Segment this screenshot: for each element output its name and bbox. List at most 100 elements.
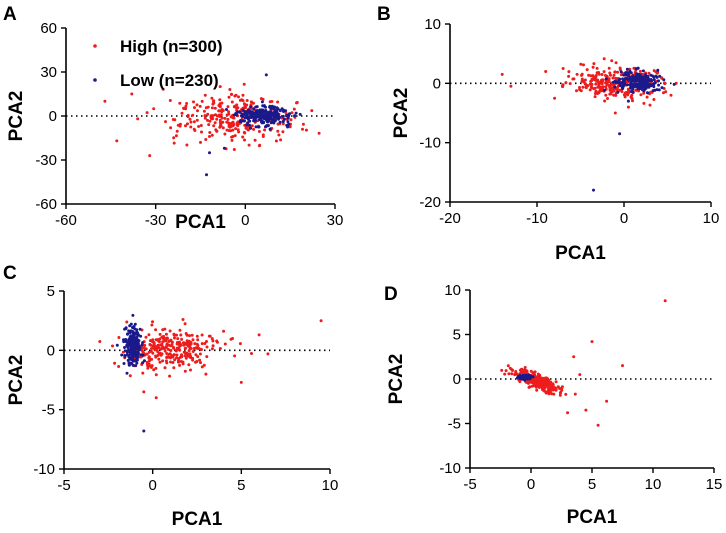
panel-a-point-high	[276, 100, 280, 104]
panel-c-point-low	[126, 332, 129, 336]
panel-a-point-high	[103, 99, 107, 103]
panel-a-point-low	[253, 116, 257, 120]
panel-d-point-high	[503, 372, 507, 376]
panel-a-point-high	[213, 121, 217, 125]
panel-d-point-high	[510, 372, 514, 376]
panel-d-point-high	[578, 373, 582, 377]
panel-d-point-high	[500, 368, 504, 372]
panel-d-point-low	[525, 374, 529, 378]
panel-b-point-low	[637, 77, 641, 81]
panel-a-point-high	[237, 95, 240, 99]
panel-a-point-high	[186, 122, 189, 126]
panel-a-point-high	[202, 109, 206, 113]
panel-c-point-low	[135, 361, 139, 365]
panel-a-point-high	[203, 116, 207, 120]
panel-b-y-tick-label: -10	[419, 135, 441, 152]
panel-b-point-high	[626, 105, 630, 109]
panel-b-point-high	[567, 70, 571, 74]
panel-b-point-high	[612, 73, 616, 77]
panel-c-point-high	[181, 341, 185, 345]
panel-c-point-high	[266, 352, 270, 356]
panel-d-point-high	[528, 385, 532, 389]
panel-c-point-low	[131, 326, 135, 330]
panel-b-point-low	[623, 77, 627, 81]
panel-b-point-high	[579, 62, 583, 66]
panel-a-point-low	[280, 107, 284, 111]
panel-a-point-high	[204, 106, 208, 110]
panel-a-point-high	[136, 117, 140, 121]
panel-d-point-high	[538, 375, 541, 379]
panel-b-point-high	[595, 66, 599, 70]
panel-a-point-high	[199, 140, 202, 144]
panel-b-point-low	[638, 84, 641, 88]
panel-b-point-low	[624, 71, 628, 75]
panel-a-y-tick-label: 0	[49, 108, 57, 125]
panel-c-point-high	[194, 346, 198, 350]
panel-a-point-high	[232, 123, 236, 127]
panel-b-point-high	[568, 82, 572, 86]
panel-b-point-low	[642, 77, 646, 81]
panel-a-point-low	[255, 109, 259, 113]
panel-b-point-low	[646, 74, 650, 78]
panel-a-point-high	[289, 118, 293, 122]
panel-a-point-high	[295, 101, 299, 104]
panel-a-point-low	[271, 111, 275, 115]
panel-d-y-tick-label: -10	[439, 460, 461, 477]
panel-c-point-low	[137, 344, 141, 348]
panel-c-point-low	[125, 371, 129, 375]
panel-a-point-high	[199, 124, 203, 127]
panel-a-point-low	[249, 126, 253, 130]
panel-c-point-high	[187, 363, 191, 367]
panel-d-y-tick-label: 5	[453, 327, 461, 344]
panel-c-point-high	[222, 329, 226, 333]
panel-c-point-high	[184, 356, 188, 360]
panel-a-point-low	[243, 111, 247, 114]
panel-d-point-high	[547, 392, 551, 396]
panel-c-point-high	[185, 351, 189, 355]
panel-c-point-high	[178, 363, 182, 367]
panel-a-point-low	[239, 120, 243, 124]
panel-d-point-high	[547, 386, 551, 390]
panel-b-point-low	[631, 74, 635, 78]
panel-a-point-high	[210, 96, 214, 100]
panel-c-point-high	[181, 360, 185, 364]
panel-b-point-high	[590, 86, 594, 90]
panel-a-point-low	[281, 114, 285, 118]
panel-d-point-high	[584, 408, 588, 412]
panel-c-point-high	[117, 336, 121, 339]
panel-c-y-tick-label: -5	[42, 402, 55, 419]
panel-b-point-low	[629, 85, 633, 89]
panel-c-point-low	[141, 341, 145, 345]
panel-b-point-high	[578, 86, 581, 89]
panel-a-x-tick-label: 30	[327, 212, 344, 229]
panel-c-point-high	[160, 352, 164, 356]
panel-a-point-low	[298, 112, 302, 116]
panel-b-point-high	[624, 92, 628, 96]
panel-b-point-low	[657, 83, 661, 87]
panel-a-y-tick-label: 30	[40, 64, 57, 81]
panel-c-point-high	[149, 349, 153, 353]
panel-a-point-low	[205, 173, 208, 177]
panel-c-point-high	[158, 360, 162, 364]
panel-a-point-low	[271, 117, 275, 121]
panel-a-point-high	[259, 97, 263, 101]
panel-a-point-high	[182, 106, 186, 110]
panel-a-point-low	[260, 100, 264, 104]
panel-a-point-low	[253, 112, 257, 116]
legend-marker-low	[93, 78, 97, 82]
panel-b-point-high	[500, 72, 504, 76]
panel-c-point-high	[168, 374, 172, 378]
panel-a-point-high	[195, 103, 199, 107]
panel-a-point-high	[257, 130, 261, 133]
panel-b-point-low	[652, 82, 656, 86]
panel-c-point-high	[148, 343, 152, 346]
panel-c-point-high	[183, 322, 187, 326]
panel-a-point-low	[249, 112, 253, 116]
panel-c-point-high	[121, 350, 125, 354]
panel-a-point-low	[257, 125, 261, 129]
panel-c-point-low	[127, 363, 131, 367]
panel-a-point-high	[213, 106, 217, 110]
panel-a-point-high	[252, 127, 256, 131]
panel-a-point-high	[231, 135, 235, 138]
panel-a-point-low	[264, 124, 268, 128]
